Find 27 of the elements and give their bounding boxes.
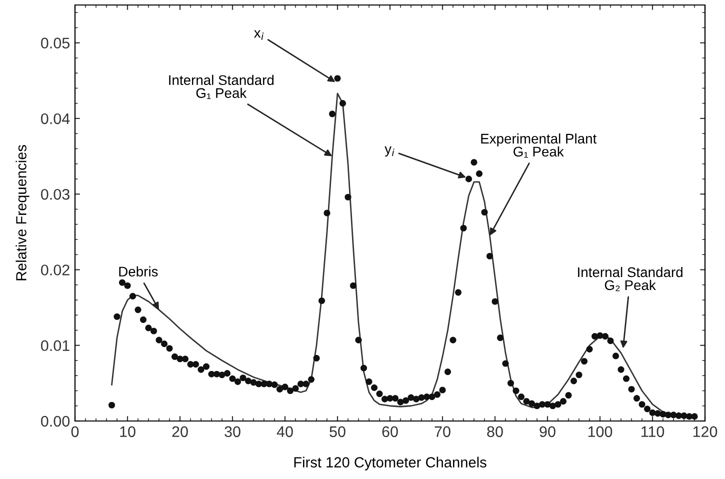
x-tick-label: 40 — [276, 426, 293, 438]
y-tick-label: 0.02 — [41, 264, 70, 276]
annotation: Debris — [119, 266, 158, 277]
x-tick-label: 20 — [172, 426, 188, 438]
annotation: Internal Standard G₁ Peak — [169, 74, 274, 100]
x-tick-label: 90 — [540, 426, 556, 438]
x-tick-label: 100 — [588, 426, 612, 438]
x-tick-label: 110 — [641, 426, 664, 438]
y-tick-label: 0.04 — [41, 113, 70, 124]
x-tick-label: 30 — [224, 426, 240, 438]
annotation: x$_{i}$ — [254, 30, 264, 40]
x-axis-title: First 120 Cytometer Channels — [294, 456, 486, 470]
x-tick-label: 80 — [487, 426, 503, 438]
x-tick-label: 60 — [382, 426, 398, 438]
x-tick-label: 50 — [330, 426, 346, 438]
y-tick-label: 0.00 — [41, 416, 70, 427]
y-tick-label: 0.01 — [41, 340, 70, 352]
x-tick-label: 120 — [693, 426, 718, 438]
y-tick-label: 0.03 — [41, 188, 70, 200]
x-tick-label: 10 — [120, 426, 136, 438]
annotation: y$_{i}$ — [384, 146, 394, 157]
x-tick-label: 70 — [434, 426, 450, 438]
annotation: Internal Standard G₂ Peak — [578, 266, 682, 292]
y-tick-label: 0.05 — [41, 38, 70, 49]
annotation: Experimental Plant G₁ Peak — [481, 133, 597, 158]
x-tick-label: 0 — [71, 426, 79, 438]
y-axis-title: Relative Frequencies — [16, 145, 30, 280]
